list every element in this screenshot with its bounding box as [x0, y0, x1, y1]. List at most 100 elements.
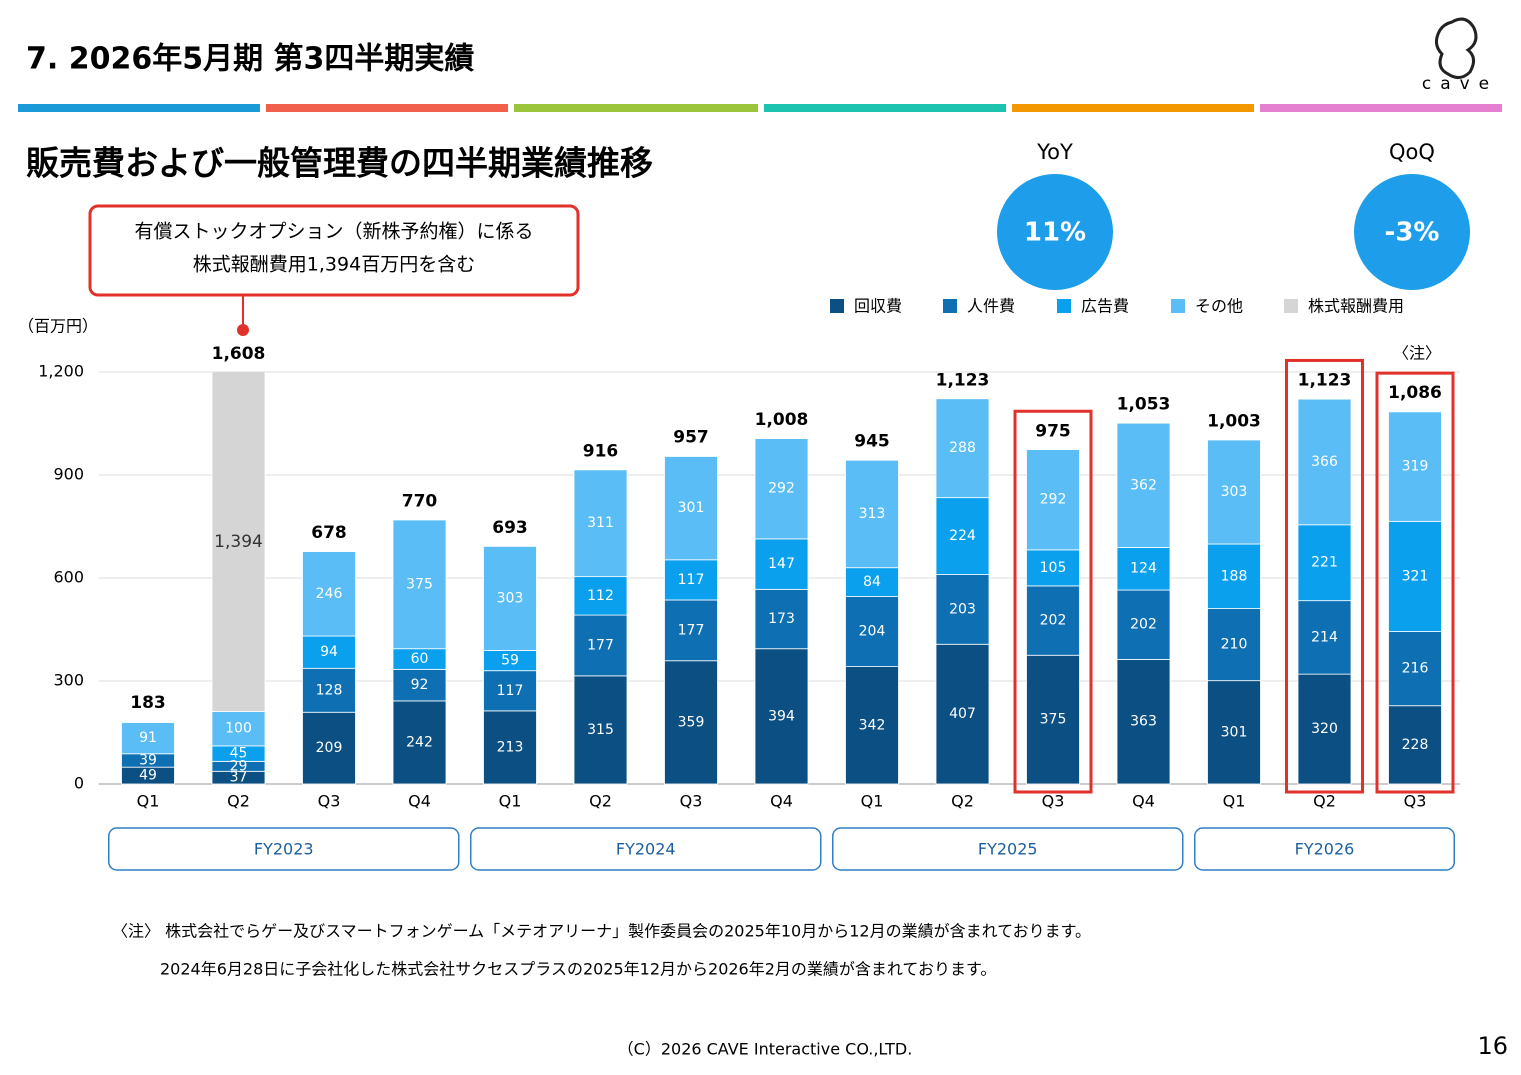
segment-label: 188: [1221, 568, 1248, 584]
total-label: 678: [311, 523, 347, 543]
y-tick-label: 0: [74, 774, 84, 793]
segment-label: 112: [587, 588, 614, 604]
segment-label: 311: [587, 515, 614, 531]
group-label: FY2024: [616, 840, 676, 859]
x-tick-label: Q4: [770, 792, 793, 811]
segment-label: 288: [949, 440, 976, 456]
total-label: 1,008: [755, 410, 809, 430]
segment-label: 124: [1130, 561, 1157, 577]
x-tick-label: Q3: [1042, 792, 1065, 811]
total-label: 957: [673, 427, 709, 447]
bar-segment: [302, 635, 356, 669]
bar-segment: [302, 667, 356, 713]
y-tick-label: 300: [53, 671, 84, 690]
segment-label: 407: [949, 706, 976, 722]
total-label: 183: [130, 693, 166, 713]
color-stripe: [18, 104, 1502, 112]
segment-label: 100: [225, 721, 252, 737]
segment-label: 292: [1040, 492, 1067, 508]
segment-label: 320: [1311, 721, 1338, 737]
segment-label: 359: [678, 714, 705, 730]
legend-swatch: [830, 299, 844, 313]
highlight-box: [1285, 358, 1364, 794]
bars: [121, 372, 1442, 785]
bar-segment: [483, 670, 537, 712]
bar-segment: [573, 469, 628, 578]
bar-segment: [1388, 705, 1442, 785]
segment-label: 39: [139, 752, 157, 768]
qoq-circle: [1354, 174, 1470, 290]
legend-swatch: [1171, 299, 1185, 313]
y-tick-label: 900: [53, 465, 84, 484]
group-label: FY2026: [1295, 840, 1355, 859]
bar-segment: [483, 546, 537, 651]
segment-label: 292: [768, 481, 795, 497]
x-tick-label: Q3: [680, 792, 703, 811]
bar-segment: [754, 588, 809, 650]
bar-segment: [302, 711, 356, 785]
stripe: [1260, 104, 1502, 112]
group-box: [470, 827, 822, 871]
logo: cave: [1422, 17, 1489, 94]
x-tick-label: Q1: [861, 792, 884, 811]
segment-label: 45: [230, 746, 248, 762]
total-label: 916: [583, 442, 619, 462]
bar-segment: [1297, 673, 1352, 785]
total-label: 1,086: [1388, 383, 1442, 403]
stripe: [1012, 104, 1254, 112]
note: 2024年6月28日に子会社化した株式会社サクセスプラスの2025年12月から2…: [160, 960, 996, 979]
footer: （C）2026 CAVE Interactive CO.,LTD.: [618, 1040, 913, 1059]
segment-label: 362: [1130, 477, 1157, 493]
bar-segment: [664, 660, 718, 785]
bar-segment: [1207, 439, 1261, 545]
legend-label: 広告費: [1081, 297, 1129, 316]
bar-segment: [1297, 398, 1352, 526]
segment-label: 301: [678, 500, 705, 516]
segment-label: 214: [1311, 629, 1338, 645]
segment-label: 117: [678, 572, 705, 588]
legend-swatch: [1284, 299, 1298, 313]
segment-label: 29: [230, 758, 248, 774]
x-tick-label: Q3: [1404, 792, 1427, 811]
bar-segment: [392, 519, 447, 650]
segment-label: 60: [411, 651, 429, 667]
bar-segment: [845, 567, 899, 597]
yoy-circle: [997, 174, 1113, 290]
segment-label: 342: [859, 717, 886, 733]
segment-label: 210: [1221, 637, 1248, 653]
bar-segment: [302, 551, 356, 637]
segment-label: 319: [1402, 459, 1429, 475]
total-label: 1,003: [1207, 412, 1261, 432]
legend-swatch: [943, 299, 957, 313]
segment-label: 366: [1311, 454, 1338, 470]
total-label: 770: [402, 492, 438, 512]
callout-dot: [237, 324, 249, 336]
bar-segment: [1116, 422, 1171, 548]
segment-label: 177: [678, 622, 705, 638]
segment-label: 321: [1402, 568, 1429, 584]
bar-segment: [1297, 524, 1352, 602]
segment-label: 37: [230, 770, 248, 786]
total-label: 1,608: [212, 344, 266, 364]
bar-segment: [1026, 654, 1080, 785]
stripe: [266, 104, 508, 112]
segment-label: 203: [949, 601, 976, 617]
group-label: FY2023: [254, 840, 314, 859]
bar-segment: [845, 596, 899, 667]
group-label: FY2025: [978, 840, 1038, 859]
segment-label: 92: [411, 677, 429, 693]
group-box: [1194, 827, 1455, 871]
bar-segment: [664, 599, 718, 662]
highlight-box: [1013, 409, 1093, 794]
logo-mark: [1435, 17, 1478, 79]
segment-label: 224: [949, 528, 976, 544]
qoq-label: QoQ: [1389, 140, 1435, 164]
segment-label: 313: [859, 506, 886, 522]
total-label: 1,123: [1298, 370, 1352, 390]
bar-segment: [392, 668, 447, 702]
segment-label: 91: [139, 730, 157, 746]
total-label: 975: [1035, 421, 1071, 441]
x-tick-label: Q4: [408, 792, 431, 811]
